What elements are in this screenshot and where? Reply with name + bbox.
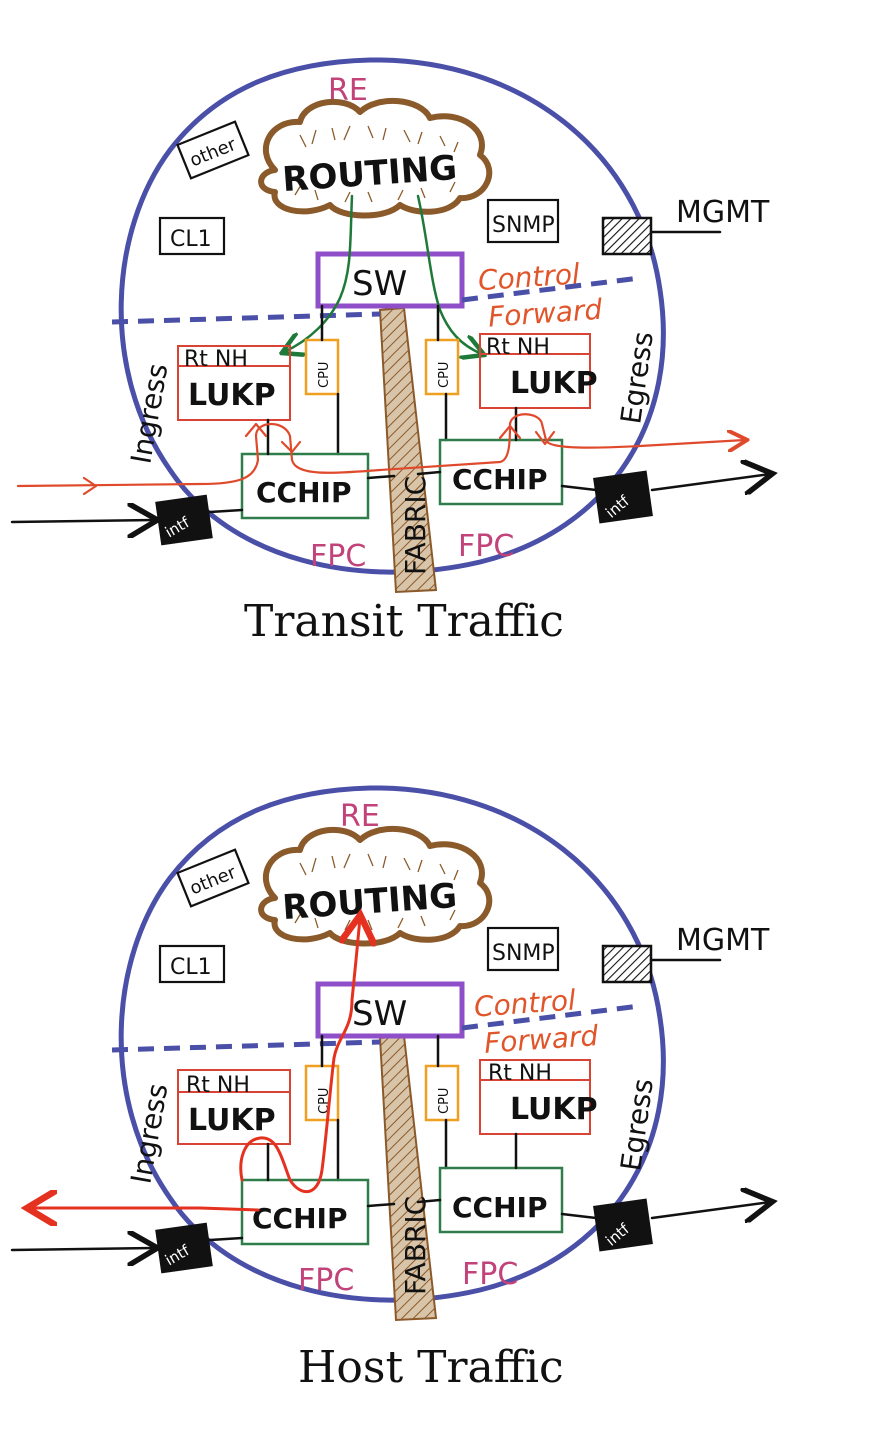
ingress-black-arrow: [10, 520, 155, 522]
egress-label: Egress: [614, 1077, 660, 1173]
other-box: [176, 120, 250, 180]
chassis-outline: [118, 57, 666, 575]
ingress-black-arrow: [10, 1248, 155, 1250]
left-cchip-box: [240, 452, 370, 520]
control-label: Control: [473, 984, 577, 1024]
right-cpu-label: CPU: [437, 1088, 452, 1114]
ingress-label: Ingress: [124, 361, 174, 466]
snmp-box: [486, 926, 560, 972]
chassis-outline: [118, 785, 666, 1303]
other-label: other: [187, 862, 240, 900]
right-lookup-box: [479, 333, 591, 409]
other-label: other: [187, 134, 240, 172]
right-fpc-label: FPC: [462, 1257, 518, 1292]
right-lookup-line1: Rt NH: [488, 1061, 552, 1086]
egress-black-arrow: [650, 1202, 770, 1218]
left-cchip-box: [240, 1178, 370, 1246]
left-cpu-label: CPU: [317, 362, 332, 388]
control-forward-divider: [111, 1003, 641, 1053]
right-intf-port: [593, 470, 653, 524]
mgmt-port: [601, 944, 653, 984]
cli-label: CL1: [170, 955, 212, 980]
host-traffic-path-outbound: [30, 1208, 260, 1210]
left-lookup-box: [177, 345, 291, 421]
control-forward-divider: [111, 275, 641, 325]
left-cchip-label: CCHIP: [252, 1202, 347, 1235]
left-lookup-line2: LUKP: [188, 378, 276, 413]
left-cchip-label: CCHIP: [256, 476, 351, 509]
fabric-label: FABRIC: [399, 476, 432, 575]
snmp-box: [486, 198, 560, 244]
left-intf-port: [155, 1222, 213, 1274]
mgmt-label: MGMT: [676, 923, 770, 958]
forward-label: Forward: [483, 1019, 599, 1060]
fabric-label: FABRIC: [399, 1196, 432, 1295]
re-label: RE: [340, 799, 380, 834]
right-lookup-box: [479, 1059, 591, 1135]
right-cchip-label: CCHIP: [452, 1191, 547, 1224]
host-traffic-diagram: FABRIC RE ROUTING other CL1 SNMP MGMT SW…: [10, 785, 770, 1393]
other-box: [176, 848, 250, 908]
forward-label: Forward: [487, 293, 603, 334]
left-lookup-line2: LUKP: [188, 1103, 276, 1138]
right-fpc-label: FPC: [458, 529, 514, 564]
sw-box: [315, 981, 465, 1039]
mgmt-port: [601, 216, 653, 256]
right-cchip-label: CCHIP: [452, 463, 547, 496]
right-cpu-label: CPU: [437, 362, 452, 388]
fabric-backplane: [378, 306, 438, 594]
right-lookup-line2: LUKP: [510, 366, 598, 401]
right-cpu-box: [424, 1064, 460, 1122]
right-lookup-line2: LUKP: [510, 1092, 598, 1127]
snmp-label: SNMP: [492, 941, 555, 966]
snmp-label: SNMP: [492, 213, 555, 238]
host-caption: Host Traffic: [298, 1342, 564, 1393]
right-cpu-box: [424, 338, 460, 396]
sw-box: [315, 251, 465, 309]
transit-caption: Transit Traffic: [244, 596, 564, 647]
sw-label: SW: [352, 994, 407, 1034]
left-lookup-line1: Rt NH: [184, 347, 248, 372]
right-lookup-line1: Rt NH: [486, 335, 550, 360]
left-fpc-label: FPC: [310, 539, 366, 574]
cli-box: [158, 216, 226, 256]
left-fpc-label: FPC: [298, 1263, 354, 1298]
left-intf-port: [155, 494, 213, 546]
transit-traffic-diagram: FABRIC RE ROUTING other CL1 SNMP MGMT SW…: [10, 57, 770, 647]
sw-label: SW: [352, 264, 407, 304]
left-lookup-line1: Rt NH: [186, 1073, 250, 1098]
ingress-label: Ingress: [124, 1081, 174, 1186]
cli-box: [158, 944, 226, 984]
host-traffic-path-to-re: [239, 918, 360, 1194]
control-path-left: [284, 194, 354, 352]
routing-engine-cloud: [258, 826, 493, 947]
routing-engine-cloud: [258, 98, 493, 219]
routing-cloud-texture: [294, 125, 459, 203]
mgmt-label: MGMT: [676, 195, 770, 230]
left-lookup-box: [177, 1069, 291, 1145]
cli-label: CL1: [170, 227, 212, 252]
control-path-right: [416, 194, 482, 354]
egress-black-arrow: [650, 474, 770, 490]
right-intf-port: [593, 1198, 653, 1252]
